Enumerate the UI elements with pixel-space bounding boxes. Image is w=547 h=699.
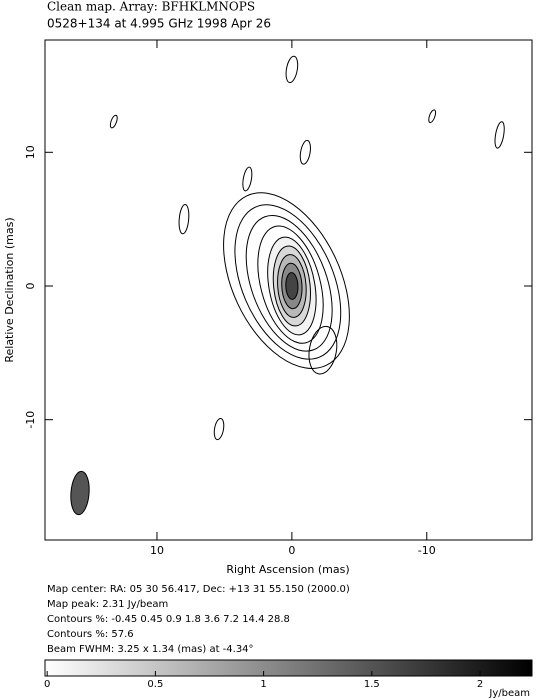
beam [70, 470, 90, 516]
colorbar-label: Jy/beam [488, 688, 530, 699]
contour [234, 204, 342, 360]
contour [428, 109, 437, 124]
colorbar [44, 659, 533, 677]
colorbar-tick-label: 1.5 [364, 679, 380, 690]
contour [299, 139, 311, 165]
contour [285, 272, 299, 300]
contour [178, 203, 190, 235]
contour [242, 166, 253, 192]
contour [494, 121, 505, 149]
plot-frame [44, 39, 533, 541]
info-line: Contours %: 57.6 [47, 629, 134, 640]
contour [213, 417, 225, 441]
colorbar-tick-label: 0 [44, 679, 50, 690]
info-line: Beam FWHM: 3.25 x 1.34 (mas) at -4.34° [47, 644, 254, 655]
y-tick-label: 0 [24, 282, 37, 289]
info-line: Contours %: -0.45 0.45 0.9 1.8 3.6 7.2 1… [47, 614, 290, 625]
chart-title: Clean map. Array: BFHKLMNOPS [47, 0, 255, 14]
contour [257, 225, 324, 344]
colorbar-tick-label: 2 [477, 679, 483, 690]
info-line: Map peak: 2.31 Jy/beam [47, 599, 168, 610]
info-line: Map center: RA: 05 30 56.417, Dec: +13 3… [47, 584, 350, 595]
contour [308, 325, 338, 375]
contour [245, 214, 333, 352]
y-tick-label: 10 [24, 145, 37, 159]
x-axis-label: Right Ascension (mas) [226, 563, 349, 576]
contour [223, 192, 350, 369]
y-axis-label: Relative Declination (mas) [3, 217, 16, 362]
x-tick-label: 0 [288, 544, 295, 557]
chart-subtitle: 0528+134 at 4.995 GHz 1998 Apr 26 [47, 17, 271, 31]
colorbar-tick-label: 0.5 [147, 679, 163, 690]
x-tick-label: -10 [418, 544, 436, 557]
contour [285, 55, 299, 84]
colorbar-tick-label: 1 [260, 679, 266, 690]
contour [109, 114, 118, 129]
y-tick-label: -10 [24, 411, 37, 429]
x-tick-label: 10 [150, 544, 164, 557]
